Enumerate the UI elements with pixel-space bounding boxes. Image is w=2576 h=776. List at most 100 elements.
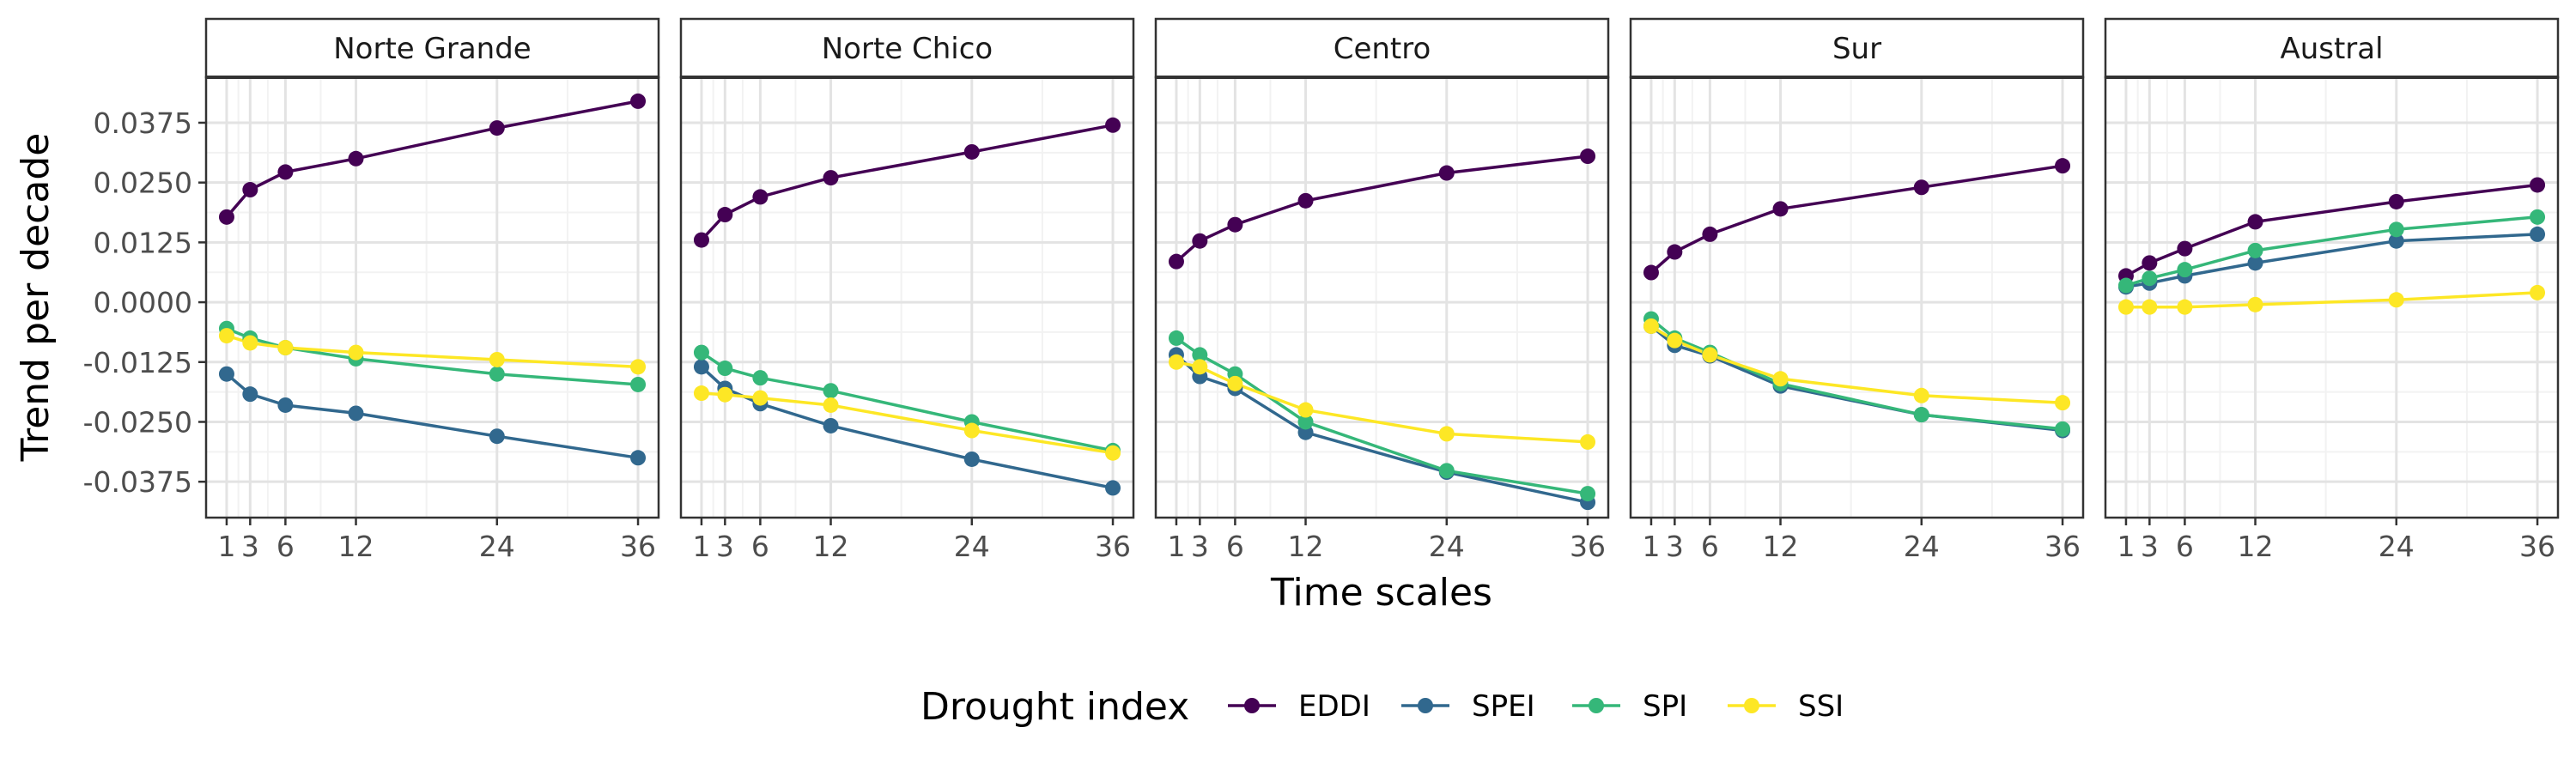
data-point-spei xyxy=(489,428,505,445)
x-tick-label: 1 xyxy=(217,530,235,563)
data-point-ssi xyxy=(823,397,839,413)
panel-background xyxy=(1156,77,1608,518)
data-point-eddi xyxy=(242,182,258,198)
data-point-eddi xyxy=(693,232,709,248)
data-point-spei xyxy=(348,405,364,421)
data-point-ssi xyxy=(1192,359,1208,375)
strip-background xyxy=(1154,17,1610,79)
x-tick-label: 3 xyxy=(241,530,259,563)
data-point-eddi xyxy=(1168,253,1184,270)
y-tick-label: 0.0250 xyxy=(94,167,192,200)
data-point-ssi xyxy=(277,340,294,356)
data-point-eddi xyxy=(2530,177,2546,193)
data-point-eddi xyxy=(2247,214,2263,230)
legend-key-point xyxy=(1744,698,1759,713)
data-point-spei xyxy=(277,397,294,413)
data-point-ssi xyxy=(2142,299,2158,315)
data-point-spi xyxy=(717,361,733,377)
data-point-ssi xyxy=(1168,354,1184,370)
x-tick-label: 3 xyxy=(716,530,734,563)
panel-background xyxy=(2105,77,2558,518)
legend-key-point xyxy=(1418,698,1433,713)
data-point-eddi xyxy=(1297,192,1314,209)
data-point-ssi xyxy=(2177,299,2193,315)
data-point-spi xyxy=(2177,262,2193,278)
data-point-spei xyxy=(242,386,258,403)
x-tick-label: 1 xyxy=(692,530,710,563)
y-tick-label: -0.0375 xyxy=(83,465,192,499)
data-point-ssi xyxy=(489,351,505,367)
data-point-spi xyxy=(489,366,505,382)
data-point-spi xyxy=(630,376,647,392)
x-tick-label: 36 xyxy=(620,530,656,563)
data-point-eddi xyxy=(752,189,769,205)
x-tick-label: 1 xyxy=(1167,530,1185,563)
data-point-ssi xyxy=(963,422,980,439)
strip-label: Norte Chico xyxy=(822,32,993,66)
x-tick-label: 6 xyxy=(276,530,295,563)
strip-label: Austral xyxy=(2280,32,2383,66)
data-point-ssi xyxy=(2388,292,2404,308)
data-point-ssi xyxy=(2117,299,2134,315)
data-point-ssi xyxy=(1772,371,1789,387)
data-point-ssi xyxy=(1297,402,1314,418)
data-point-spei xyxy=(2247,255,2263,271)
data-point-ssi xyxy=(1105,445,1121,461)
data-point-ssi xyxy=(1913,387,1929,403)
y-tick-label: 0.0375 xyxy=(94,106,192,140)
data-point-ssi xyxy=(752,390,769,406)
data-point-ssi xyxy=(1702,347,1718,363)
x-tick-label: 24 xyxy=(954,530,990,563)
legend-item-spi: SPI xyxy=(1572,689,1687,724)
x-tick-label: 36 xyxy=(2519,530,2555,563)
data-point-spi xyxy=(1168,330,1184,346)
data-point-ssi xyxy=(1580,433,1596,450)
legend-item-spei: SPEI xyxy=(1401,689,1535,724)
legend-item-ssi: SSI xyxy=(1728,689,1844,724)
data-point-ssi xyxy=(630,359,647,375)
legend-key-point xyxy=(1244,698,1260,713)
x-tick-label: 24 xyxy=(2379,530,2415,563)
legend-label: SPI xyxy=(1643,689,1687,724)
data-point-spi xyxy=(693,344,709,361)
data-point-spi xyxy=(2055,421,2071,437)
data-point-eddi xyxy=(348,150,364,167)
x-tick-label: 6 xyxy=(1701,530,1719,563)
data-point-ssi xyxy=(1643,318,1659,334)
data-point-spi xyxy=(752,370,769,386)
strip-label: Sur xyxy=(1832,32,1881,66)
y-tick-label: 0.0125 xyxy=(94,226,192,259)
data-point-spi xyxy=(2117,277,2134,294)
x-tick-label: 36 xyxy=(1095,530,1131,563)
data-point-eddi xyxy=(1772,201,1789,217)
x-tick-label: 12 xyxy=(813,530,849,563)
data-point-ssi xyxy=(717,386,733,403)
y-tick-label: -0.0125 xyxy=(83,346,192,379)
x-tick-label: 3 xyxy=(2141,530,2159,563)
y-tick-label: -0.0250 xyxy=(83,405,192,439)
data-point-ssi xyxy=(1227,375,1243,391)
data-point-eddi xyxy=(823,170,839,186)
x-tick-label: 12 xyxy=(1288,530,1324,563)
data-point-ssi xyxy=(1667,332,1683,349)
legend-key-point xyxy=(1589,698,1604,713)
x-tick-label: 24 xyxy=(1429,530,1465,563)
x-tick-label: 1 xyxy=(2117,530,2135,563)
data-point-spei xyxy=(823,417,839,433)
data-point-spi xyxy=(2247,242,2263,258)
data-point-eddi xyxy=(2177,240,2193,257)
data-point-spei xyxy=(693,359,709,375)
legend-title: Drought index xyxy=(920,685,1189,729)
strip-background xyxy=(1629,17,2085,79)
data-point-ssi xyxy=(2055,395,2071,411)
data-point-eddi xyxy=(963,143,980,160)
strip-background xyxy=(204,17,660,79)
data-point-spi xyxy=(2530,209,2546,225)
data-point-eddi xyxy=(2388,193,2404,209)
data-point-eddi xyxy=(630,93,647,109)
